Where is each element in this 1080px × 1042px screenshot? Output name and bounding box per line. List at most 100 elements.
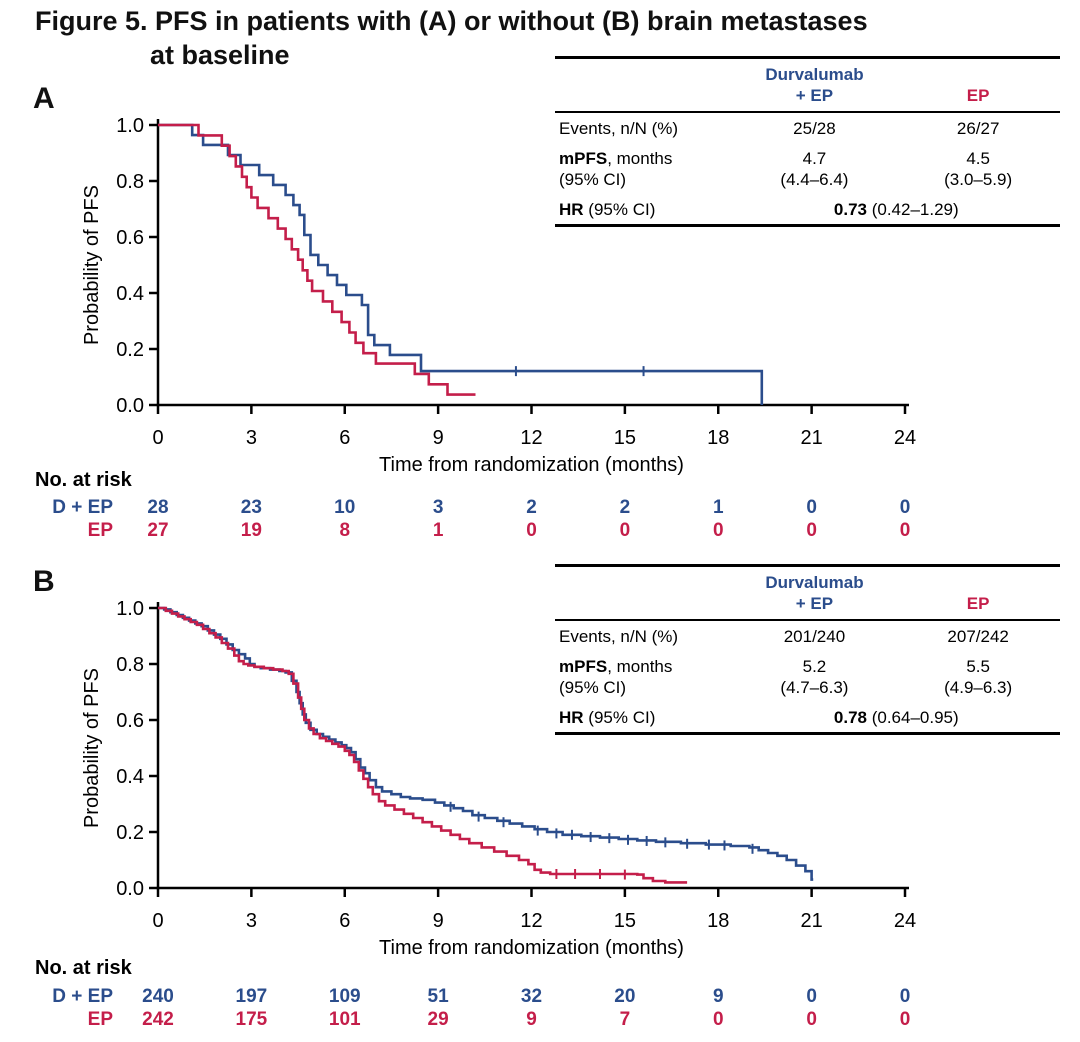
stats-header-row: Durvalumab + EP EP <box>555 59 1060 113</box>
y-tick-label: 0.6 <box>116 710 144 732</box>
at-risk-value: 32 <box>521 986 542 1007</box>
at-risk-value: 0 <box>713 520 724 541</box>
x-tick-label: 24 <box>894 910 916 932</box>
stats-header-row: Durvalumab + EP EP <box>555 567 1060 621</box>
col-header-ep: EP <box>966 594 990 613</box>
km-curve-durvalumab <box>158 123 764 405</box>
mpfs-label-bold: mPFS <box>559 657 608 676</box>
hr-ci: (0.64–0.95) <box>867 708 959 727</box>
stats-table-panel-b: Durvalumab + EP EP Events, n/N (%) 201/2… <box>555 564 1060 735</box>
at-risk-value: 240 <box>142 986 174 1007</box>
at-risk-value: 0 <box>620 520 631 541</box>
x-tick-label: 3 <box>246 910 257 932</box>
at-risk-row-label-durvalumab: D + EP <box>52 986 113 1007</box>
x-tick-label: 12 <box>520 910 542 932</box>
at-risk-value: 0 <box>526 520 537 541</box>
x-tick-label: 15 <box>614 910 636 932</box>
events-durvalumab-value: 25/28 <box>793 119 836 138</box>
mpfs-ci-label: (95% CI) <box>559 170 627 189</box>
x-tick-label: 6 <box>339 427 350 449</box>
hr-row: HR (95% CI) 0.78 (0.64–0.95) <box>555 702 1060 732</box>
mpfs-label: mPFS, months (95% CI) <box>555 656 733 698</box>
mpfs-durvalumab-value: 5.2 <box>802 657 827 676</box>
events-row: Events, n/N (%) 25/28 26/27 <box>555 113 1060 143</box>
at-risk-value: 0 <box>900 1009 911 1030</box>
x-tick-label: 9 <box>433 910 444 932</box>
at-risk-row-label-durvalumab: D + EP <box>52 497 113 518</box>
at-risk-row-label-ep: EP <box>88 520 114 541</box>
km-curve-ep <box>158 123 476 396</box>
hr-label-bold: HR <box>559 708 584 727</box>
at-risk-row-label-ep: EP <box>88 1009 114 1030</box>
hr-value: 0.73 <box>833 200 867 219</box>
hr-label: HR (95% CI) <box>555 199 733 220</box>
y-tick-label: 0.4 <box>116 283 144 305</box>
at-risk-value: 0 <box>806 520 817 541</box>
at-risk-value: 0 <box>900 520 911 541</box>
mpfs-ep-ci: (3.0–5.9) <box>944 170 1013 189</box>
at-risk-value: 101 <box>329 1009 361 1030</box>
x-tick-label: 6 <box>339 910 350 932</box>
at-risk-value: 1 <box>713 497 724 518</box>
at-risk-value: 175 <box>236 1009 268 1030</box>
events-durvalumab-value: 201/240 <box>783 627 846 646</box>
panel-b-label: B <box>33 565 55 598</box>
at-risk-value: 9 <box>526 1009 537 1030</box>
at-risk-value: 0 <box>900 497 911 518</box>
mpfs-label-bold: mPFS <box>559 149 608 168</box>
mpfs-durvalumab-ci: (4.7–6.3) <box>780 678 849 697</box>
x-axis-title: Time from randomization (months) <box>379 937 684 959</box>
y-tick-label: 0.0 <box>116 878 144 900</box>
mpfs-row: mPFS, months (95% CI) 4.7 (4.4–6.4) 4.5 … <box>555 143 1060 194</box>
at-risk-value: 28 <box>147 497 168 518</box>
y-tick-label: 0.8 <box>116 171 144 193</box>
at-risk-value: 20 <box>614 986 635 1007</box>
x-tick-label: 21 <box>801 910 823 932</box>
events-label: Events, n/N (%) <box>559 627 679 646</box>
mpfs-durvalumab-ci: (4.4–6.4) <box>780 170 849 189</box>
at-risk-value: 242 <box>142 1009 174 1030</box>
at-risk-value: 2 <box>620 497 631 518</box>
at-risk-value: 29 <box>428 1009 449 1030</box>
x-tick-label: 12 <box>520 427 542 449</box>
mpfs-ep-ci: (4.9–6.3) <box>944 678 1013 697</box>
at-risk-value: 3 <box>433 497 444 518</box>
at-risk-value: 23 <box>241 497 262 518</box>
y-tick-label: 0.2 <box>116 822 144 844</box>
x-tick-label: 24 <box>894 427 916 449</box>
mpfs-label-rest: , months <box>607 149 673 168</box>
at-risk-value: 27 <box>147 520 168 541</box>
mpfs-ci-label: (95% CI) <box>559 678 627 697</box>
figure-title-line1: Figure 5. PFS in patients with (A) or wi… <box>35 6 868 36</box>
hr-value-cell: 0.78 (0.64–0.95) <box>733 707 1060 728</box>
at-risk-value: 2 <box>526 497 537 518</box>
at-risk-value: 1 <box>433 520 444 541</box>
at-risk-title: No. at risk <box>35 957 133 979</box>
x-tick-label: 15 <box>614 427 636 449</box>
x-tick-label: 21 <box>801 427 823 449</box>
x-tick-label: 3 <box>246 427 257 449</box>
stats-table-panel-a: Durvalumab + EP EP Events, n/N (%) 25/28… <box>555 56 1060 227</box>
km-curve-ep <box>158 606 688 884</box>
at-risk-value: 7 <box>620 1009 631 1030</box>
at-risk-value: 10 <box>334 497 355 518</box>
y-tick-label: 0.6 <box>116 227 144 249</box>
events-row: Events, n/N (%) 201/240 207/242 <box>555 621 1060 651</box>
hr-value: 0.78 <box>833 708 867 727</box>
col-header-durvalumab-line1: Durvalumab <box>765 573 864 592</box>
at-risk-value: 0 <box>806 986 817 1007</box>
at-risk-value: 0 <box>713 1009 724 1030</box>
col-header-ep: EP <box>966 86 990 105</box>
events-ep-value: 207/242 <box>947 627 1009 646</box>
mpfs-row: mPFS, months (95% CI) 5.2 (4.7–6.3) 5.5 … <box>555 651 1060 702</box>
hr-label-bold: HR <box>559 200 584 219</box>
at-risk-value: 0 <box>806 497 817 518</box>
mpfs-durvalumab-value: 4.7 <box>802 149 827 168</box>
mpfs-ep-cell: 4.5 (3.0–5.9) <box>896 148 1060 190</box>
at-risk-value: 197 <box>236 986 268 1007</box>
y-tick-label: 0.2 <box>116 339 144 361</box>
col-header-durvalumab-line2: + EP <box>795 86 834 105</box>
figure-title-line2: at baseline <box>150 40 290 70</box>
hr-row: HR (95% CI) 0.73 (0.42–1.29) <box>555 194 1060 224</box>
